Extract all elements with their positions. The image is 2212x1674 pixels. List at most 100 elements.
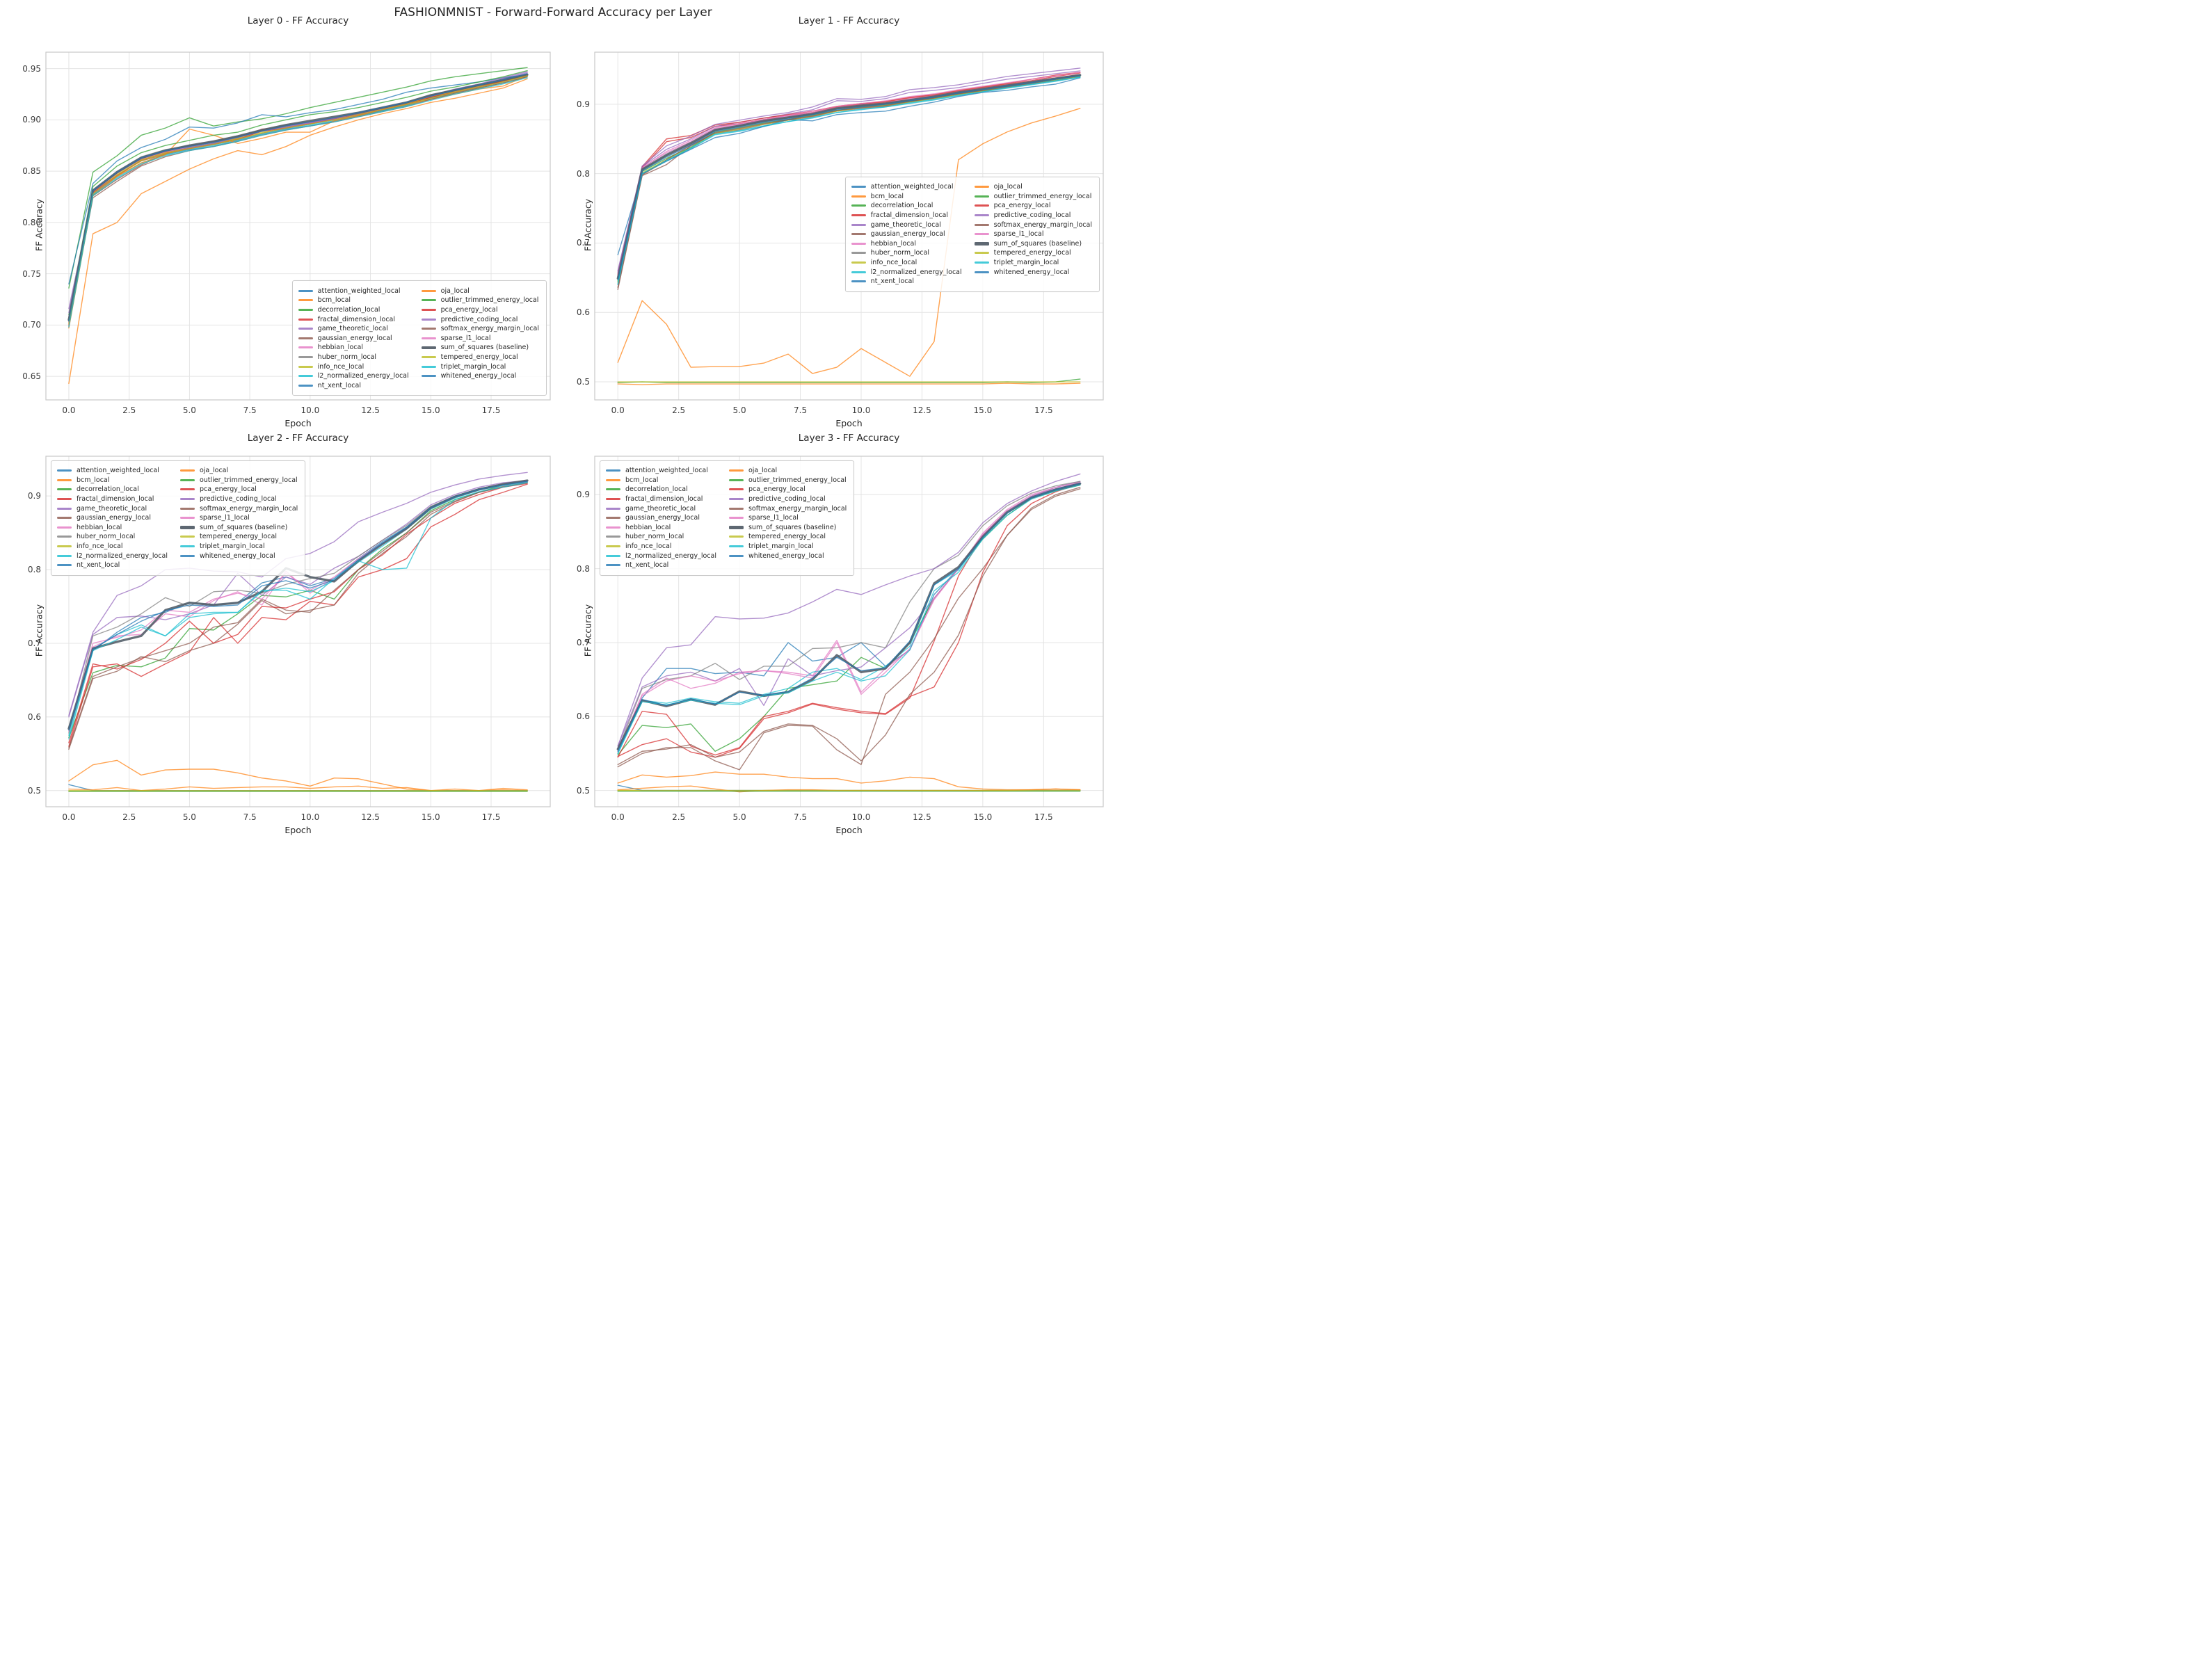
legend-item-outlier-trimmed-energy-local: outlier_trimmed_energy_local — [974, 192, 1092, 202]
legend-item-bcm-local: bcm_local — [606, 476, 716, 485]
legend-line-swatch — [851, 252, 866, 255]
legend-label: info_nce_local — [317, 362, 364, 371]
legend-item-whitened-energy-local: whitened_energy_local — [974, 267, 1092, 277]
legend-item-huber-norm-local: huber_norm_local — [57, 532, 168, 542]
legend-item-outlier-trimmed-energy-local: outlier_trimmed_energy_local — [728, 476, 847, 485]
legend-label: outlier_trimmed_energy_local — [199, 476, 298, 484]
x-tick-label: 10.0 — [851, 405, 871, 415]
y-tick-label: 0.9 — [27, 491, 41, 501]
series-line-tempered-energy-local — [68, 75, 528, 325]
legend-item-bcm-local: bcm_local — [298, 296, 409, 305]
legend-item-whitened-energy-local: whitened_energy_local — [728, 551, 847, 561]
legend-item-sparse-l1-local: sparse_l1_local — [974, 230, 1092, 239]
legend-label: huber_norm_local — [870, 249, 929, 257]
series-line-triplet-margin-local — [68, 482, 528, 740]
legend-item-sum-of-squares-baseline-: sum_of_squares (baseline) — [421, 343, 539, 353]
legend-item-l2-normalized-energy-local: l2_normalized_energy_local — [851, 267, 962, 277]
legend-label: pca_energy_local — [199, 485, 257, 494]
series-line-nt-xent-local — [617, 77, 1081, 256]
y-axis-label: FF Accuracy — [582, 604, 593, 657]
x-tick-label: 5.0 — [182, 812, 196, 822]
x-tick-label: 5.0 — [732, 405, 746, 415]
x-tick-label: 2.5 — [122, 812, 136, 822]
legend-label: predictive_coding_local — [199, 495, 277, 504]
series-line-bcm-local — [617, 771, 1081, 791]
legend-label: l2_normalized_energy_local — [870, 268, 962, 276]
series-line-whitened-energy-local — [68, 73, 528, 322]
legend-item-bcm-local: bcm_local — [57, 476, 168, 485]
legend-line-swatch — [57, 545, 72, 548]
legend-line-swatch — [728, 526, 744, 529]
legend-line-swatch — [57, 469, 72, 472]
legend-line-swatch — [298, 375, 313, 378]
legend-label: tempered_energy_local — [993, 249, 1071, 257]
legend-item-pca-energy-local: pca_energy_local — [421, 305, 539, 315]
x-tick-label: 12.5 — [913, 812, 931, 822]
y-tick-label: 0.7 — [576, 637, 590, 647]
legend-label: gaussian_energy_local — [317, 334, 392, 342]
legend-item-bcm-local: bcm_local — [851, 192, 962, 202]
legend-item-fractal-dimension-local: fractal_dimension_local — [851, 211, 962, 220]
legend-label: tempered_energy_local — [748, 533, 826, 541]
x-axis-label: Epoch — [284, 825, 312, 835]
series-line-whitened-energy-local — [68, 481, 528, 731]
x-axis-label: Epoch — [284, 418, 312, 428]
legend-line-swatch — [606, 536, 620, 538]
legend-line-swatch — [974, 233, 989, 236]
legend-label: softmax_energy_margin_local — [748, 504, 847, 513]
legend-label: oja_local — [199, 467, 229, 475]
x-tick-label: 7.5 — [794, 405, 808, 415]
y-tick-label: 0.5 — [27, 785, 41, 796]
x-tick-label: 10.0 — [300, 812, 320, 822]
legend-line-swatch — [179, 488, 195, 491]
legend-item-whitened-energy-local: whitened_energy_local — [179, 551, 298, 561]
x-tick-label: 17.5 — [481, 405, 501, 415]
legend-label: l2_normalized_energy_local — [317, 372, 409, 380]
legend-line-swatch — [421, 365, 436, 368]
legend-label: decorrelation_local — [625, 485, 688, 494]
series-line-game-theoretic-local — [68, 480, 528, 718]
legend-label: decorrelation_local — [317, 305, 380, 314]
legend-line-swatch — [606, 498, 620, 501]
legend-label: whitened_energy_local — [993, 268, 1070, 276]
legend-line-swatch — [851, 204, 866, 207]
series-line-gaussian-energy-local — [617, 488, 1081, 771]
legend-label: pca_energy_local — [993, 202, 1051, 210]
legend-item-pca-energy-local: pca_energy_local — [728, 485, 847, 494]
legend-item-l2-normalized-energy-local: l2_normalized_energy_local — [298, 371, 409, 381]
legend-line-swatch — [606, 526, 620, 529]
y-tick-label: 0.8 — [576, 563, 590, 574]
legend-label: l2_normalized_energy_local — [77, 552, 168, 560]
legend: attention_weighted_local bcm_local decorre… — [291, 280, 547, 396]
y-tick-label: 0.80 — [22, 217, 41, 227]
legend-line-swatch — [974, 186, 989, 188]
legend-label: softmax_energy_margin_local — [993, 220, 1092, 229]
legend-item-hebbian-local: hebbian_local — [298, 343, 409, 353]
legend-item-sparse-l1-local: sparse_l1_local — [179, 513, 298, 523]
legend-label: oja_local — [440, 287, 470, 295]
x-tick-label: 2.5 — [122, 405, 136, 415]
y-tick-label: 0.95 — [22, 63, 41, 74]
legend-line-swatch — [851, 242, 866, 245]
legend-label: decorrelation_local — [77, 485, 139, 494]
legend-label: nt_xent_local — [317, 381, 361, 389]
legend-item-pca-energy-local: pca_energy_local — [179, 485, 298, 494]
figure-title: FASHIONMNIST - Forward-Forward Accuracy … — [394, 6, 712, 19]
figure: FASHIONMNIST - Forward-Forward Accuracy … — [0, 0, 1106, 837]
legend-item-whitened-energy-local: whitened_energy_local — [421, 371, 539, 381]
legend-line-swatch — [57, 517, 72, 520]
legend-label: hebbian_local — [625, 523, 671, 531]
y-tick-label: 0.90 — [22, 115, 41, 125]
legend-item-fractal-dimension-local: fractal_dimension_local — [606, 494, 716, 504]
legend-line-swatch — [606, 517, 620, 520]
legend-item-gaussian-energy-local: gaussian_energy_local — [298, 333, 409, 343]
legend-label: info_nce_local — [77, 542, 123, 551]
series-line-bcm-local — [617, 108, 1081, 377]
legend-item-sparse-l1-local: sparse_l1_local — [421, 333, 539, 343]
legend-item-hebbian-local: hebbian_local — [851, 239, 962, 249]
legend-label: fractal_dimension_local — [317, 315, 395, 323]
legend-item-softmax-energy-margin-local: softmax_energy_margin_local — [974, 220, 1092, 230]
legend-label: attention_weighted_local — [625, 467, 708, 475]
legend-line-swatch — [179, 478, 195, 481]
y-tick-label: 0.9 — [576, 490, 590, 500]
